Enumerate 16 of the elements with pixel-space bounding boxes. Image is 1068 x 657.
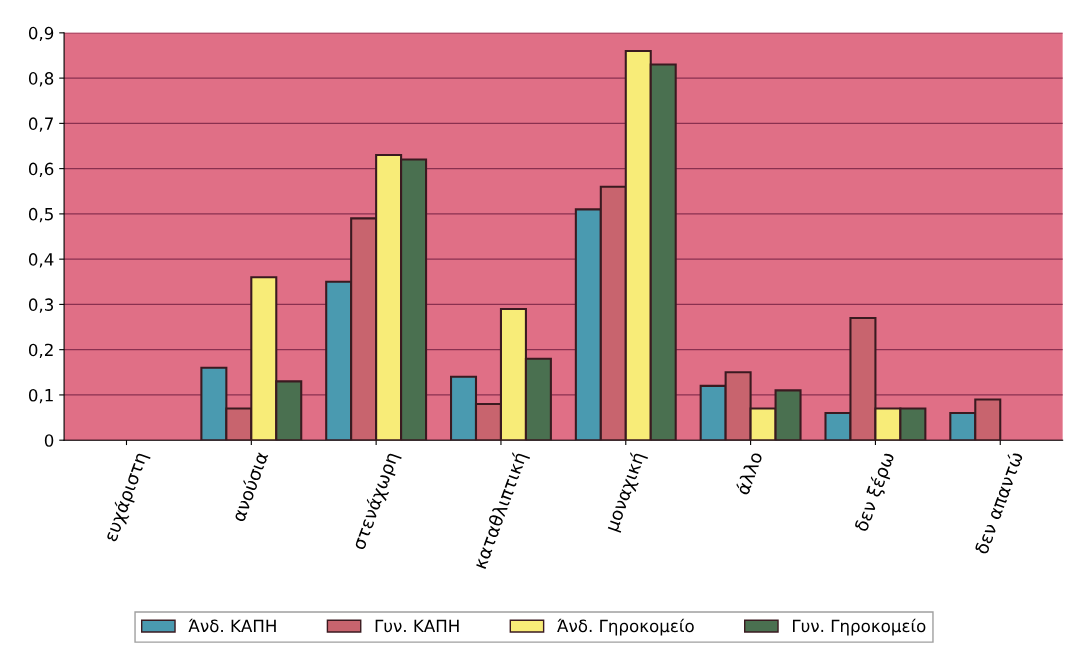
y-tick-label: 0 — [44, 434, 54, 447]
y-tick-label: 0,8 — [28, 72, 54, 87]
y-tick-label: 0,7 — [28, 117, 53, 132]
legend-label: Γυν. ΚΑΠΗ — [375, 619, 459, 633]
y-tick-label: 0,6 — [28, 162, 54, 177]
y-tick-label: 0,4 — [28, 253, 54, 268]
y-tick-label: 0,9 — [28, 26, 54, 42]
legend-label: Άνδ. Γηροκομείο — [557, 618, 694, 636]
x-tick-label: δεν ξέρω — [853, 451, 898, 534]
y-tick-label: 0,3 — [28, 298, 54, 313]
legend-label: Γυν. Γηροκομείο — [793, 618, 926, 636]
x-tick-label: άλλο — [734, 450, 763, 496]
legend-label: Άνδ. ΚΑΠΗ — [188, 618, 276, 633]
y-tick-label: 0,5 — [28, 207, 53, 223]
y-tick-label: 0,2 — [28, 343, 53, 358]
y-tick-label: 0,1 — [28, 388, 53, 404]
